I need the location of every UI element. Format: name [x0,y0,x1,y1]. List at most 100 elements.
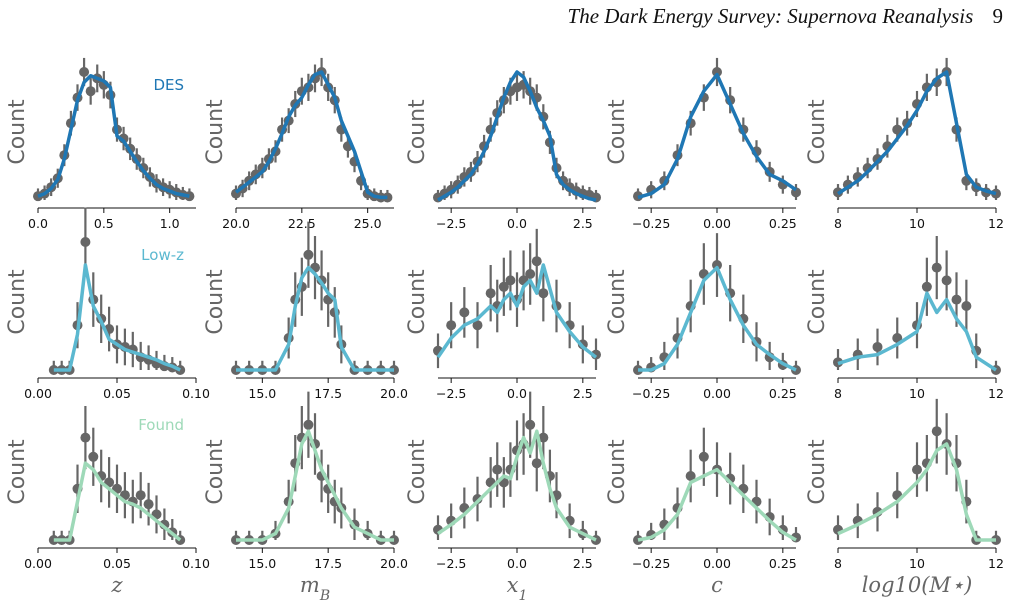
data-point [88,451,99,462]
data-point [472,320,483,331]
y-axis-label: Count [203,99,228,165]
data-point [892,333,903,343]
data-point [531,458,542,469]
data-point [382,192,393,203]
y-axis-label: Count [5,439,30,505]
panel-found-c: Count −0.25 0.00 0.25 [605,427,801,571]
data-point [303,419,314,430]
x-tick-label: 12 [988,556,1004,571]
x-tick-label: 8 [834,556,842,571]
data-point [525,269,536,279]
x-tick-label: 0.0 [507,216,527,231]
data-point [135,490,146,501]
data-point [931,262,942,273]
data-point [712,260,722,271]
x-axis-label-c: c [711,573,723,597]
x-tick-label: 0.25 [769,556,797,571]
x-tick-label: 20.0 [222,216,250,231]
x-tick-label: 0.00 [703,556,731,571]
model-line [837,291,997,372]
data-point [505,275,516,286]
x-tick-label: 0.00 [24,386,52,401]
data-point [912,464,922,475]
data-point [531,256,542,267]
survey-label-lowz: Low-z [141,246,184,264]
y-axis-label: Count [203,439,228,505]
y-axis-label: Count [805,99,830,165]
model-line [437,429,597,542]
page-number: 9 [992,4,1004,28]
x-tick-label: 0.25 [769,386,797,401]
x-tick-label: −0.25 [632,556,670,571]
x-tick-label: −2.5 [436,386,466,401]
x-tick-label: 10 [909,216,925,231]
x-axis-label-z: z [110,573,123,597]
panel-des-logM: Count 8 10 12 [805,57,1004,231]
data-point [85,86,96,97]
x-tick-label: 25.0 [354,216,382,231]
data-point [446,320,457,331]
x-tick-label: 0.00 [703,386,731,401]
data-point [698,451,709,462]
model-line [436,263,598,359]
panel-lowz-z: Count 0.00 0.05 0.10 [5,207,210,401]
x-tick-label: 20.0 [380,386,408,401]
model-line [637,467,797,542]
x-tick-label: 0.05 [103,386,131,401]
panel-des-c: Count −0.25 0.00 0.25 [605,57,801,231]
x-tick-label: 15.0 [248,556,276,571]
y-axis-label: Count [203,269,228,335]
data-point [538,432,549,443]
x-tick-label: 1.0 [160,216,180,231]
survey-label-found: Found [138,416,184,434]
x-tick-label: 0.5 [94,216,114,231]
x-axis-label-x1: x1 [507,573,528,602]
model-line [236,265,394,372]
model-line [437,70,597,202]
data-point [79,67,90,77]
y-axis-label: Count [805,269,830,335]
data-point [459,307,470,318]
data-point [931,426,942,437]
panel-des-x1: Count −2.5 0.0 2.5 [405,70,601,231]
y-axis-label: Count [605,269,630,335]
y-axis-label: Count [405,269,430,335]
panel-lowz-c: Count −0.25 0.00 0.25 [605,233,801,401]
page-header: The Dark Energy Survey: Supernova Reanal… [568,4,1003,29]
model-line [837,70,997,196]
x-tick-label: 10 [909,386,925,401]
x-tick-label: −2.5 [436,556,466,571]
data-point [485,288,496,299]
x-tick-label: 2.5 [573,386,593,401]
x-tick-label: 22.5 [288,216,316,231]
x-axis-label-mB: mB [300,573,330,602]
survey-label-des: DES [153,76,184,94]
y-axis-label: Count [405,439,430,505]
x-tick-label: 0.05 [103,556,131,571]
data-point [143,499,154,510]
data-point [303,249,314,260]
y-axis-label: Count [5,99,30,165]
y-axis-label: Count [805,439,830,505]
x-tick-label: 12 [988,386,1004,401]
data-point [892,124,903,135]
x-tick-label: −0.25 [632,386,670,401]
y-axis-label: Count [405,99,430,165]
data-point [921,281,932,292]
panel-found-x1: Count −2.5 0.0 2.5 [405,391,601,571]
data-point [498,281,509,292]
model-line [234,70,388,200]
x-tick-label: 15.0 [248,386,276,401]
panel-found-mB: Count 15.0 17.5 20.0 [203,391,408,571]
x-tick-label: 0.0 [28,216,48,231]
data-point [685,471,696,481]
x-tick-label: 17.5 [314,556,342,571]
x-tick-label: 0.10 [182,386,210,401]
panel-found-z: Count 0.00 0.05 0.10 [5,406,210,571]
model-line [53,263,181,372]
model-line [637,72,797,200]
data-point [538,288,549,299]
panel-lowz-mB: Count 15.0 17.5 20.0 [203,221,408,401]
data-point [184,191,195,202]
